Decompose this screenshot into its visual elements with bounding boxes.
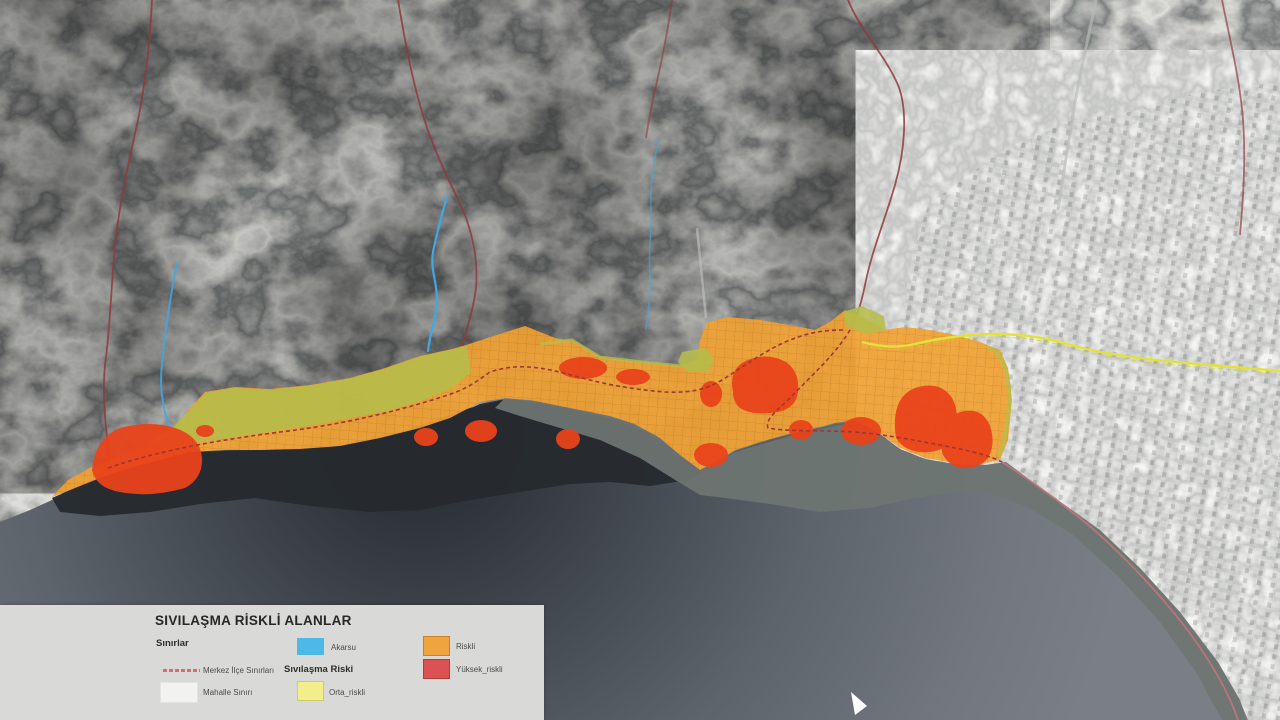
yuksek-blob-west <box>92 424 203 495</box>
boundary-over-zone <box>107 329 1003 469</box>
boundary-line-west <box>103 0 153 469</box>
orta-patch-east <box>843 306 886 334</box>
fields-mosaic <box>876 82 1280 720</box>
orta-fringe-east-lobe <box>987 346 1012 457</box>
merkez-ilce-boundaries-layer <box>103 0 1246 469</box>
river-2 <box>160 261 178 429</box>
legend-label-yuksek-riskli: Yüksek_riskli <box>456 665 503 674</box>
boundary-line-far-east <box>1221 0 1246 236</box>
river-3 <box>645 137 660 331</box>
river-1 <box>426 195 449 353</box>
coastal-cliffs <box>495 398 1246 720</box>
yuksek-riskli-zones <box>92 356 993 495</box>
legend-header-sivilasma-riski: Sıvılaşma Riski <box>284 664 354 675</box>
akarsu-swatch <box>297 638 324 655</box>
yuksek-blob <box>616 369 650 385</box>
yuksek-blob-east-1 <box>894 385 957 453</box>
yuksek-blob <box>196 425 214 437</box>
legend-label-riskli: Riskli <box>456 642 476 651</box>
orta-riskli-zone <box>148 306 886 448</box>
boundary-coastal <box>107 329 846 469</box>
legend-title: SIVILAŞMA RİSKLİ ALANLAR <box>155 613 352 628</box>
yuksek-riskli-swatch <box>423 659 450 679</box>
yuksek-blob-east-2 <box>941 410 993 469</box>
yuksek-blob <box>559 357 607 379</box>
boundary-line-mid-short <box>645 0 673 139</box>
legend-header-sinirlar: Sınırlar <box>156 638 189 649</box>
dry-riverbed-2 <box>695 227 708 319</box>
legend-label-akarsu: Akarsu <box>331 643 356 652</box>
riskli-swatch <box>423 636 450 656</box>
dry-riverbed <box>1056 0 1098 211</box>
coast-road-yellow-edge <box>861 336 1280 375</box>
boundary-line-east <box>847 0 906 331</box>
orta-fringe-top <box>539 338 683 368</box>
yuksek-blob <box>414 428 438 446</box>
mahalle-siniri-swatch <box>160 682 198 703</box>
legend-label-orta-riskli: Orta_riskli <box>329 688 366 697</box>
boundary-line-center <box>397 0 478 349</box>
merkez-ilce-line-swatch <box>163 669 200 672</box>
legend-label-merkez-ilce: Merkez İlçe Sınırları <box>203 666 275 675</box>
orta-riskli-swatch <box>297 681 324 701</box>
orta-patch-west-band <box>148 346 471 448</box>
white-pointer-cursor <box>851 692 867 715</box>
yuksek-blob <box>556 429 580 449</box>
dark-cliffs <box>52 400 702 516</box>
legend-label-mahalle: Mahalle Sınırı <box>203 688 253 697</box>
akarsu-rivers-layer <box>160 137 660 429</box>
yuksek-blob <box>465 420 497 442</box>
yuksek-blob <box>841 417 881 445</box>
coastline-boundary-east <box>1001 461 1239 720</box>
yuksek-blob-mid <box>732 356 799 414</box>
legend-panel: SIVILAŞMA RİSKLİ ALANLAR Sınırlar Merkez… <box>0 605 544 720</box>
boundary-diagonal-east <box>766 329 1003 463</box>
yuksek-blob <box>694 443 728 467</box>
riskli-zone-texture <box>52 310 1012 497</box>
yuksek-blob <box>700 381 722 407</box>
orta-patch-center <box>678 348 714 372</box>
coast-road-yellow <box>861 332 1280 373</box>
